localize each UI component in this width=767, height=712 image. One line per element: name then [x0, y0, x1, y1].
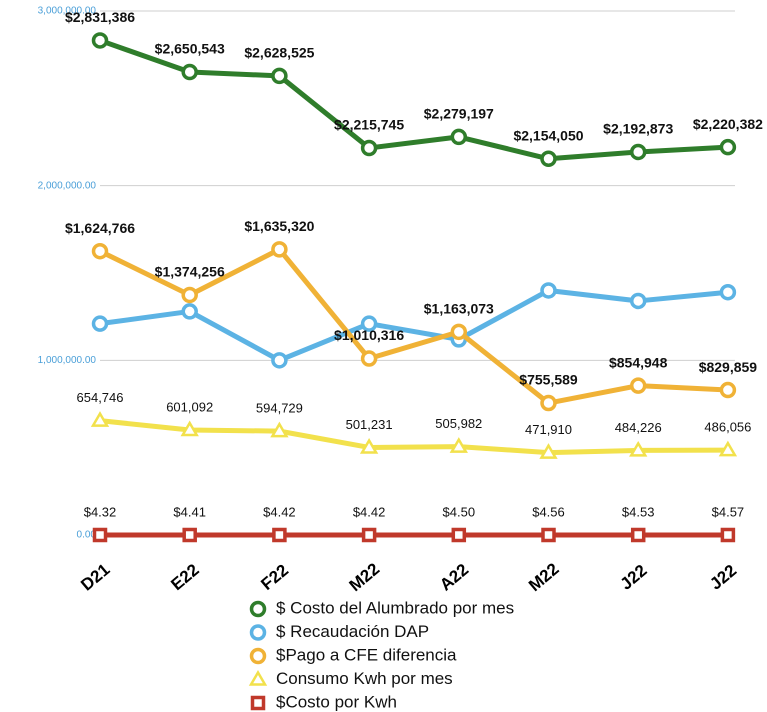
legend-label: $Costo por Kwh [276, 692, 397, 711]
y-tick-label: 1,000,000.00 [38, 355, 97, 366]
data-point [451, 527, 467, 543]
data-label: $2,154,050 [513, 127, 583, 143]
data-label: $2,628,525 [244, 45, 314, 61]
data-point [272, 527, 287, 543]
data-point [180, 420, 199, 437]
data-label: $2,215,745 [334, 117, 404, 133]
data-point [270, 421, 289, 438]
data-label: 601,092 [166, 399, 213, 414]
data-label: $2,650,543 [155, 41, 225, 57]
y-tick-label: 3,000,000.00 [38, 6, 97, 17]
x-tick-label: A22 [436, 560, 472, 595]
data-point [450, 128, 468, 146]
data-point [719, 283, 737, 301]
data-label: 471,910 [525, 422, 572, 437]
data-label: $1,163,073 [424, 301, 494, 317]
data-point [361, 527, 377, 543]
data-label: $1,624,766 [65, 220, 135, 236]
x-tick-label: J22 [617, 561, 651, 594]
legend-label: $Pago a CFE diferencia [276, 645, 457, 664]
series-line [98, 246, 729, 406]
data-point [540, 150, 557, 168]
x-tick-label: D21 [77, 560, 113, 595]
data-label: $829,859 [699, 359, 758, 375]
data-point [718, 440, 738, 457]
x-tick-label: M22 [346, 559, 384, 595]
data-point [629, 143, 647, 161]
data-point [449, 437, 468, 453]
series-line [99, 418, 728, 456]
data-label: $4.53 [622, 504, 655, 519]
data-point [181, 303, 198, 320]
y-tick-label: 2,000,000.00 [38, 180, 97, 191]
data-label: $2,279,197 [424, 106, 494, 122]
data-point [629, 377, 647, 394]
data-point [719, 381, 737, 399]
data-label: $2,831,386 [65, 9, 135, 25]
data-point [271, 67, 288, 85]
data-point [719, 138, 737, 156]
data-label: 501,231 [346, 417, 393, 432]
data-label: $4.56 [532, 504, 565, 519]
data-point [539, 443, 558, 459]
data-point [91, 32, 109, 49]
data-label: $854,948 [609, 354, 668, 370]
x-tick-label: M22 [525, 559, 563, 595]
data-label: $4.57 [712, 504, 745, 519]
legend-marker [249, 624, 267, 641]
data-label: 484,226 [615, 420, 662, 435]
data-point [540, 394, 557, 412]
legend-label: Consumo Kwh por mes [276, 669, 453, 688]
data-point [360, 139, 378, 157]
data-label: $4.41 [173, 504, 206, 519]
legend-marker [249, 647, 267, 665]
data-point [359, 437, 379, 454]
data-label: $4.32 [84, 504, 117, 519]
data-label: $4.42 [263, 504, 296, 519]
data-label: $2,220,382 [693, 116, 763, 132]
data-point [720, 527, 736, 543]
data-label: 486,056 [704, 420, 751, 435]
x-tick-label: E22 [167, 560, 202, 594]
data-point [629, 440, 648, 457]
legend-marker [248, 670, 268, 686]
data-point [629, 292, 647, 310]
data-label: $2,192,873 [603, 121, 673, 137]
legend-marker [249, 600, 267, 618]
data-label: $1,374,256 [155, 264, 225, 280]
data-label: $4.50 [443, 504, 476, 519]
legend-marker [250, 695, 266, 711]
data-point [541, 527, 556, 543]
data-point [91, 315, 109, 332]
x-tick-label: J22 [706, 561, 740, 594]
data-label: $1,635,320 [244, 218, 314, 234]
data-point [360, 350, 378, 367]
data-point [271, 352, 288, 369]
data-point [181, 63, 198, 81]
y-tick-label: 0.00 [77, 530, 97, 541]
data-point [540, 282, 557, 299]
data-point [181, 286, 198, 304]
data-point [92, 527, 108, 543]
x-tick-label: F22 [257, 561, 292, 594]
data-point [182, 527, 197, 543]
data-point [450, 323, 468, 341]
data-point [91, 242, 109, 260]
data-point [630, 527, 646, 543]
legend-label: $ Recaudación DAP [276, 622, 429, 641]
data-point [271, 241, 288, 258]
legend-label: $ Costo del Alumbrado por mes [276, 598, 514, 617]
data-label: $4.42 [353, 504, 386, 519]
series-line [99, 287, 729, 363]
data-point [90, 411, 110, 427]
data-label: 594,729 [256, 401, 303, 416]
data-point [360, 315, 378, 332]
data-label: $1,010,316 [334, 327, 404, 343]
data-label: 654,746 [77, 390, 124, 405]
series-line [99, 38, 729, 162]
data-label: 505,982 [435, 416, 482, 431]
data-label: $755,589 [519, 372, 578, 388]
